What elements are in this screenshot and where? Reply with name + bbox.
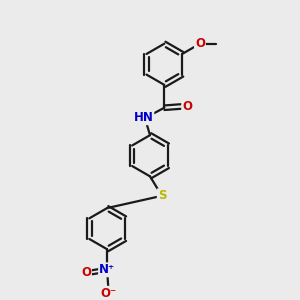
Text: S: S (158, 189, 166, 202)
Text: O⁻: O⁻ (100, 287, 117, 300)
Text: O: O (195, 37, 205, 50)
Text: HN: HN (134, 111, 153, 124)
Text: O: O (81, 266, 91, 279)
Text: N⁺: N⁺ (99, 263, 115, 276)
Text: O: O (182, 100, 192, 113)
